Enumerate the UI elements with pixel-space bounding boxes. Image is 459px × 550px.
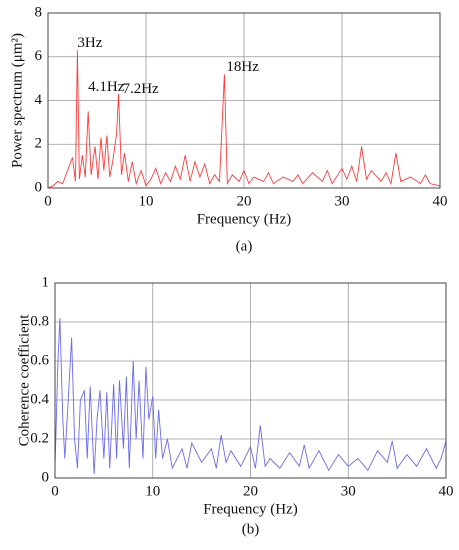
y-axis-label: Power spectrum (μm²) <box>9 33 25 168</box>
annotation: 18Hz <box>226 59 259 75</box>
y-tick-label: 1 <box>42 274 50 290</box>
y-tick-label: 0.4 <box>30 391 49 407</box>
y-tick-label: 0.6 <box>30 352 49 368</box>
data-line <box>54 318 447 475</box>
y-tick-label: 0.2 <box>30 430 49 446</box>
x-axis-label: Frequency (Hz) <box>197 211 292 227</box>
annotation: 3Hz <box>77 35 102 51</box>
y-tick-label: 2 <box>35 136 43 152</box>
x-tick-label: 40 <box>439 483 454 499</box>
y-tick-label: 0.8 <box>30 313 49 329</box>
x-tick-label: 30 <box>335 193 350 209</box>
x-tick-label: 40 <box>433 193 448 209</box>
y-tick-label: 4 <box>35 92 43 108</box>
x-tick-label: 20 <box>237 193 252 209</box>
caption: (b) <box>242 521 260 537</box>
annotation: 7.2Hz <box>122 81 159 97</box>
x-tick-label: 0 <box>51 483 59 499</box>
x-tick-label: 10 <box>145 483 160 499</box>
y-tick-label: 0 <box>42 469 50 485</box>
x-tick-label: 0 <box>44 193 52 209</box>
y-tick-label: 0 <box>35 179 43 195</box>
y-tick-label: 6 <box>35 48 43 64</box>
y-axis-label: Coherence coefficient <box>16 314 32 447</box>
y-tick-label: 8 <box>35 4 43 20</box>
annotation: 4.1Hz <box>88 79 125 95</box>
caption: (a) <box>236 238 253 254</box>
x-tick-label: 30 <box>341 483 356 499</box>
data-line <box>47 50 441 189</box>
x-axis-label: Frequency (Hz) <box>203 501 298 517</box>
plot-frame <box>47 12 441 189</box>
plot-frame <box>54 282 447 479</box>
x-tick-label: 20 <box>243 483 258 499</box>
x-tick-label: 10 <box>139 193 154 209</box>
